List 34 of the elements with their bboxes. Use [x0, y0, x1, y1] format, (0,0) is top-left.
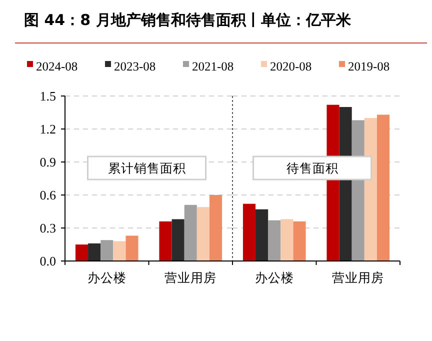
x-tick-label: 营业用房 — [164, 270, 217, 285]
legend-label: 2024-08 — [36, 59, 78, 74]
legend-label: 2021-08 — [192, 59, 234, 74]
annotation: 累计销售面积 — [108, 160, 186, 176]
y-tick-label: 0.0 — [40, 254, 56, 269]
annotation: 待售面积 — [286, 160, 338, 176]
legend-label: 2019-08 — [348, 59, 390, 74]
y-tick-label: 1.5 — [40, 88, 56, 104]
legend-label: 2020-08 — [270, 59, 312, 74]
bar — [376, 114, 390, 261]
bar — [126, 236, 138, 261]
bar — [209, 195, 222, 261]
x-tick-label: 办公楼 — [254, 270, 294, 285]
bar — [268, 220, 281, 261]
bar — [293, 221, 306, 261]
chart-title: 图 44：8 月地产销售和待售面积丨单位：亿平米 — [24, 11, 352, 29]
bar — [242, 204, 256, 261]
x-tick-label: 营业用房 — [332, 270, 384, 285]
bar — [88, 243, 101, 261]
bar — [280, 219, 294, 261]
bar — [184, 204, 197, 261]
x-tick-label: 办公楼 — [87, 270, 126, 285]
y-tick-label: 0.6 — [40, 188, 56, 203]
legend-label: 2023-08 — [114, 59, 156, 74]
y-tick-label: 0.9 — [40, 154, 56, 170]
bar — [196, 207, 210, 261]
bar — [172, 219, 184, 261]
y-tick-label: 0.3 — [40, 220, 56, 236]
bar — [256, 209, 268, 261]
bar — [100, 240, 114, 261]
bar — [75, 244, 88, 261]
bar — [113, 241, 126, 261]
bar — [159, 221, 172, 261]
y-tick-label: 1.2 — [40, 122, 56, 137]
